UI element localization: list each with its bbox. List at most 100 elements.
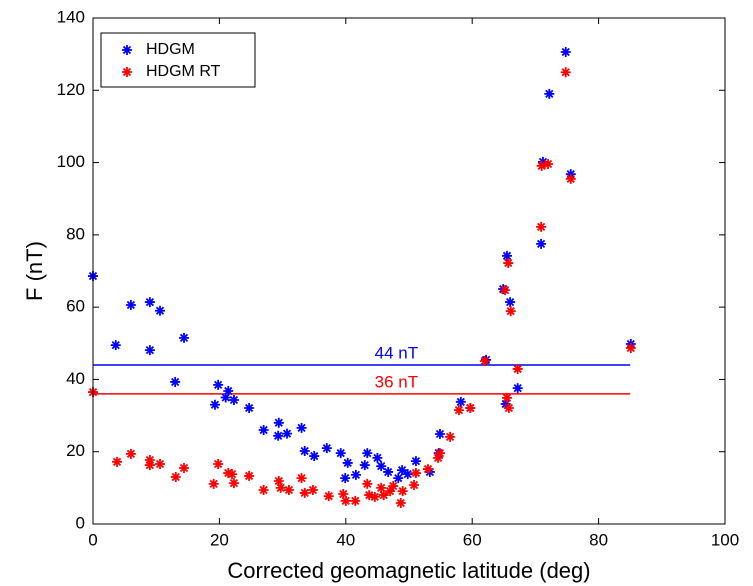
point	[338, 489, 349, 500]
legend-marker	[122, 45, 132, 55]
point	[350, 469, 361, 480]
y-axis-label: F (nT)	[22, 241, 47, 301]
point	[503, 402, 514, 413]
y-tick-label: 20	[66, 441, 85, 460]
point	[560, 46, 571, 57]
y-tick-label: 140	[57, 7, 85, 26]
point	[433, 452, 444, 463]
point	[227, 469, 238, 480]
point	[112, 456, 123, 467]
point	[335, 448, 346, 459]
point	[258, 485, 269, 496]
y-tick-label: 100	[57, 152, 85, 171]
point	[340, 473, 351, 484]
point	[385, 486, 396, 497]
point	[275, 482, 286, 493]
point	[410, 468, 421, 479]
point	[220, 392, 231, 403]
point	[434, 429, 445, 440]
point	[362, 478, 373, 489]
point	[213, 379, 224, 390]
point	[299, 487, 310, 498]
point	[560, 67, 571, 78]
point	[208, 478, 219, 489]
point	[445, 431, 456, 442]
x-tick-label: 80	[589, 530, 608, 549]
point	[388, 481, 399, 492]
point	[244, 470, 255, 481]
x-tick-label: 0	[88, 530, 97, 549]
point	[364, 490, 375, 501]
point	[369, 491, 380, 502]
point	[154, 305, 165, 316]
y-tick-label: 0	[76, 513, 85, 532]
point	[144, 345, 155, 356]
series	[88, 46, 636, 484]
point	[625, 342, 636, 353]
point	[503, 258, 514, 269]
point	[362, 448, 373, 459]
point	[209, 399, 220, 410]
point	[500, 399, 511, 410]
point	[321, 443, 332, 454]
point	[144, 460, 155, 471]
y-tick-label: 80	[66, 224, 85, 243]
point	[309, 451, 320, 462]
point	[350, 495, 361, 506]
point	[544, 88, 555, 99]
point	[376, 482, 387, 493]
point	[434, 448, 445, 459]
point	[273, 417, 284, 428]
point	[512, 363, 523, 374]
point	[376, 461, 387, 472]
point	[283, 485, 294, 496]
point	[505, 297, 516, 308]
point	[512, 383, 523, 394]
point	[213, 459, 224, 470]
point	[383, 466, 394, 477]
legend-box	[100, 32, 256, 88]
point	[410, 456, 421, 467]
point	[501, 250, 512, 261]
reference-label: 36 nT	[375, 372, 418, 391]
point	[479, 355, 490, 366]
point	[543, 159, 554, 170]
point	[378, 490, 389, 501]
point	[110, 340, 121, 351]
point	[501, 392, 512, 403]
x-axis-label: Corrected geomagnetic latitude (deg)	[227, 558, 590, 583]
point	[536, 238, 547, 249]
point	[453, 405, 464, 416]
point	[144, 297, 155, 308]
point	[397, 486, 408, 497]
point	[223, 468, 234, 479]
point	[125, 299, 136, 310]
point	[402, 469, 413, 480]
point	[299, 445, 310, 456]
point	[125, 448, 136, 459]
point	[258, 425, 269, 436]
point	[323, 491, 334, 502]
y-tick-label: 120	[57, 80, 85, 99]
point	[393, 473, 404, 484]
point	[500, 285, 511, 296]
series	[88, 67, 636, 509]
point	[342, 457, 353, 468]
point	[465, 402, 476, 413]
x-tick-label: 100	[711, 530, 739, 549]
point	[244, 402, 255, 413]
point	[228, 395, 239, 406]
point	[395, 498, 406, 509]
x-tick-label: 20	[210, 530, 229, 549]
x-tick-label: 60	[463, 530, 482, 549]
point	[170, 376, 181, 387]
point	[422, 464, 433, 475]
point	[179, 462, 190, 473]
point	[409, 479, 420, 490]
point	[340, 495, 351, 506]
point	[170, 472, 181, 483]
point	[359, 460, 370, 471]
x-tick-label: 40	[336, 530, 355, 549]
legend-marker	[122, 67, 132, 77]
point	[307, 485, 318, 496]
